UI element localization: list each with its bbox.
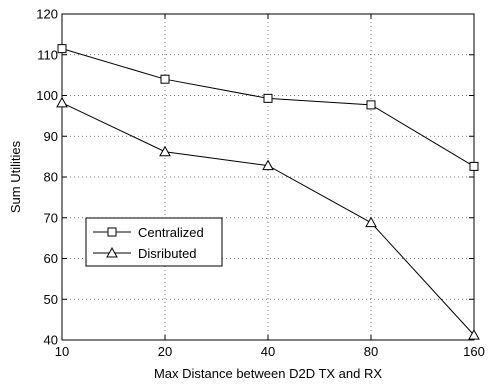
data-point (469, 161, 479, 171)
legend-box (85, 217, 223, 267)
x-tick-label: 10 (55, 344, 69, 359)
data-point (57, 44, 67, 54)
y-tick-label: 70 (44, 210, 58, 225)
legend-item: Centralized (93, 225, 204, 240)
x-tick-label: 20 (158, 344, 172, 359)
data-point (365, 216, 377, 228)
series-disributed (56, 96, 480, 340)
data-point (366, 100, 376, 110)
y-tick-label: 60 (44, 251, 58, 266)
x-tick-label: 80 (364, 344, 378, 359)
series-layer (56, 44, 480, 340)
legend-label: Disributed (138, 246, 197, 261)
data-point (160, 74, 170, 84)
legend-item: Disributed (93, 246, 197, 261)
y-tick-label: 100 (36, 88, 58, 103)
data-point (159, 145, 171, 157)
legend: Centralized Disributed (85, 217, 223, 267)
y-tick-label: 80 (44, 170, 58, 185)
axis-ticks: 40 50 60 70 80 90 100 110 120 10 20 40 80 160 (36, 7, 485, 360)
legend-label: Centralized (138, 225, 204, 240)
y-tick-label: 120 (36, 7, 58, 22)
y-tick-label: 50 (44, 292, 58, 307)
data-point (262, 159, 274, 171)
y-tick-label: 110 (37, 47, 58, 62)
data-point (56, 96, 68, 108)
legend-marker (106, 246, 118, 258)
data-point (468, 329, 480, 340)
y-tick-label: 40 (44, 333, 58, 348)
legend-marker (107, 227, 117, 237)
series-centralized (57, 44, 479, 171)
data-point (263, 93, 273, 103)
y-tick-label: 90 (44, 129, 58, 144)
x-tick-label: 40 (261, 344, 275, 359)
x-tick-label: 160 (463, 344, 485, 359)
x-axis-label: Max Distance between D2D TX and RX (154, 366, 382, 381)
y-axis-label: Sum Utilities (8, 140, 23, 213)
